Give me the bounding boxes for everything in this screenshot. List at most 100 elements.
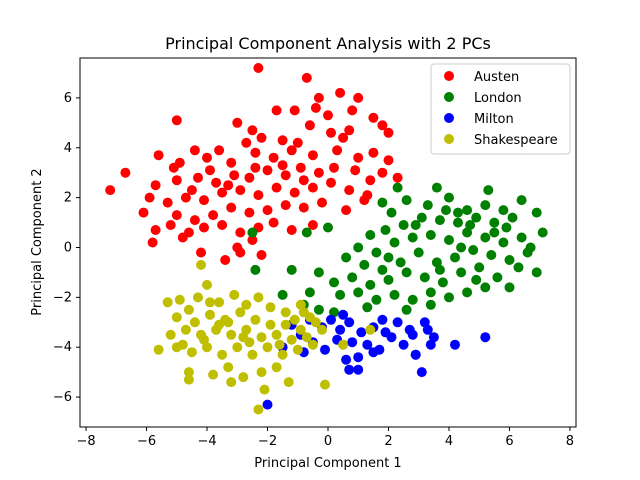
point-shakespeare-3 — [214, 297, 225, 308]
point-london-32 — [498, 237, 509, 248]
point-austen-32 — [332, 145, 343, 156]
point-london-42 — [395, 257, 406, 268]
x-axis-label: Principal Component 1 — [254, 456, 401, 471]
point-shakespeare-1 — [202, 279, 212, 290]
point-austen-10 — [368, 112, 379, 123]
point-austen-46 — [229, 170, 240, 181]
x-tick-label: −2 — [258, 434, 277, 449]
point-london-28 — [425, 230, 436, 240]
point-shakespeare-50 — [208, 369, 219, 380]
point-milton-25 — [480, 332, 491, 343]
point-austen-4 — [353, 92, 364, 103]
point-shakespeare-18 — [235, 307, 246, 318]
point-austen-59 — [253, 190, 264, 201]
point-austen-96 — [205, 165, 215, 176]
point-shakespeare-11 — [174, 294, 185, 305]
point-austen-76 — [150, 225, 161, 235]
point-london-39 — [450, 252, 460, 263]
point-austen-88 — [147, 237, 158, 248]
point-austen-89 — [196, 247, 206, 258]
point-london-29 — [444, 235, 454, 245]
point-austen-80 — [217, 220, 228, 230]
point-austen-73 — [189, 215, 200, 226]
point-austen-61 — [289, 187, 300, 198]
point-shakespeare-62 — [274, 339, 285, 350]
point-milton-36 — [338, 309, 349, 320]
point-london-14 — [471, 212, 482, 223]
point-shakespeare-37 — [186, 347, 197, 358]
point-austen-103 — [277, 160, 288, 171]
point-milton-30 — [353, 364, 364, 375]
point-milton-24 — [450, 339, 460, 350]
point-london-31 — [480, 232, 491, 243]
point-milton-27 — [353, 352, 364, 363]
y-tick-label: 4 — [64, 141, 72, 156]
point-austen-42 — [295, 162, 306, 173]
point-austen-26 — [202, 152, 212, 163]
point-milton-32 — [416, 367, 427, 378]
point-austen-12 — [247, 125, 258, 136]
point-milton-23 — [425, 339, 436, 350]
point-london-21 — [247, 227, 258, 238]
point-austen-40 — [329, 162, 339, 173]
point-austen-37 — [392, 172, 403, 183]
point-london-24 — [353, 242, 364, 253]
point-london-87 — [471, 274, 482, 285]
point-london-27 — [407, 232, 418, 243]
point-shakespeare-30 — [256, 332, 267, 343]
legend: Austen London Milton Shakespeare — [430, 63, 571, 155]
point-austen-11 — [232, 117, 243, 128]
point-austen-93 — [307, 220, 318, 230]
point-austen-87 — [177, 232, 188, 243]
point-london-43 — [377, 264, 388, 275]
point-shakespeare-14 — [171, 312, 182, 323]
point-austen-24 — [153, 150, 164, 161]
point-london-3 — [377, 197, 388, 208]
point-milton-13 — [428, 332, 439, 343]
point-austen-79 — [199, 222, 209, 233]
point-shakespeare-5 — [241, 299, 252, 310]
point-shakespeare-60 — [214, 319, 225, 330]
point-shakespeare-25 — [180, 324, 191, 335]
legend-label-london: London — [474, 91, 522, 106]
point-austen-99 — [338, 132, 349, 143]
point-austen-72 — [208, 210, 219, 221]
point-milton-5 — [335, 324, 346, 335]
point-london-17 — [416, 212, 427, 223]
point-london-18 — [398, 220, 409, 230]
point-austen-81 — [235, 227, 246, 238]
y-tick-label: −4 — [53, 340, 72, 355]
point-shakespeare-4 — [229, 289, 240, 300]
legend-box — [430, 63, 571, 155]
point-austen-44 — [262, 165, 273, 176]
point-shakespeare-47 — [365, 324, 376, 335]
point-shakespeare-19 — [250, 314, 261, 325]
point-london-63 — [462, 287, 473, 298]
point-austen-104 — [298, 175, 309, 186]
point-london-66 — [407, 294, 418, 305]
point-london-50 — [347, 272, 358, 283]
chart-title: Principal Component Analysis with 2 PCs — [165, 34, 491, 53]
point-london-60 — [531, 267, 542, 278]
point-austen-20 — [241, 137, 252, 148]
point-milton-31 — [410, 349, 421, 360]
point-austen-52 — [105, 185, 116, 196]
point-shakespeare-58 — [259, 384, 270, 395]
x-tick-label: −8 — [76, 434, 95, 449]
point-milton-18 — [362, 339, 373, 350]
y-tick-label: −2 — [53, 290, 72, 305]
point-austen-60 — [271, 182, 282, 193]
point-london-90 — [386, 207, 397, 218]
point-shakespeare-53 — [256, 367, 267, 378]
point-austen-56 — [199, 195, 209, 206]
point-shakespeare-44 — [292, 344, 303, 355]
point-shakespeare-0 — [196, 259, 206, 270]
point-austen-7 — [310, 102, 321, 113]
point-london-51 — [365, 279, 376, 290]
point-london-38 — [468, 245, 479, 255]
point-austen-38 — [365, 175, 376, 186]
point-london-64 — [444, 292, 454, 303]
y-tick-label: 0 — [64, 240, 72, 255]
point-london-62 — [480, 282, 491, 293]
